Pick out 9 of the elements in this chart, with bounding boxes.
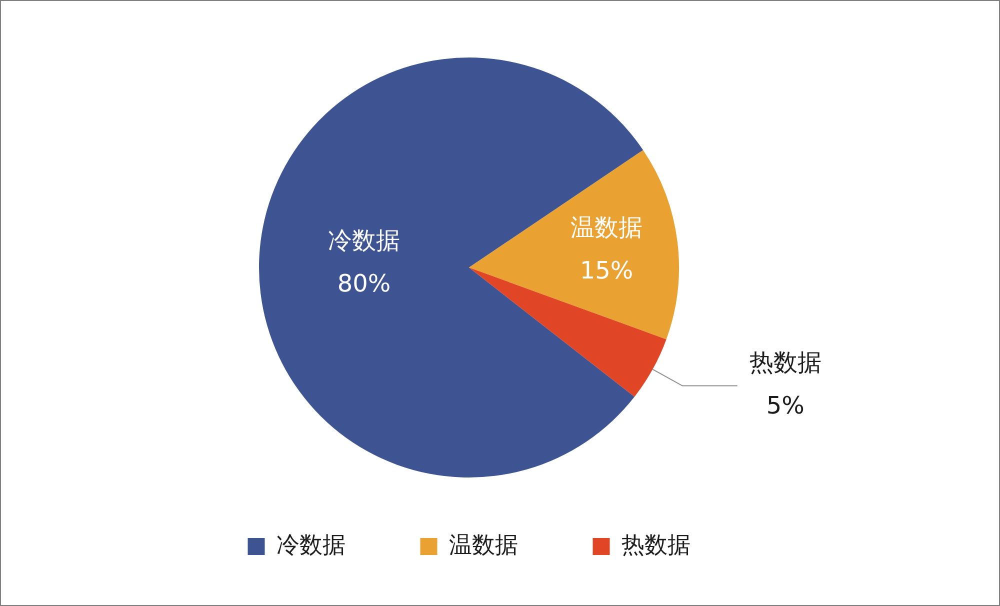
legend-label: 热数据 (621, 532, 690, 558)
data-label: 80% (337, 270, 391, 298)
legend-label: 温数据 (448, 532, 518, 558)
data-label: 5% (766, 392, 804, 420)
data-label: 15% (580, 256, 634, 284)
legend-label: 冷数据 (276, 532, 346, 558)
slice-label: 温数据 (570, 213, 643, 242)
slice-label: 热数据 (749, 348, 822, 377)
slice-label: 冷数据 (328, 226, 400, 255)
